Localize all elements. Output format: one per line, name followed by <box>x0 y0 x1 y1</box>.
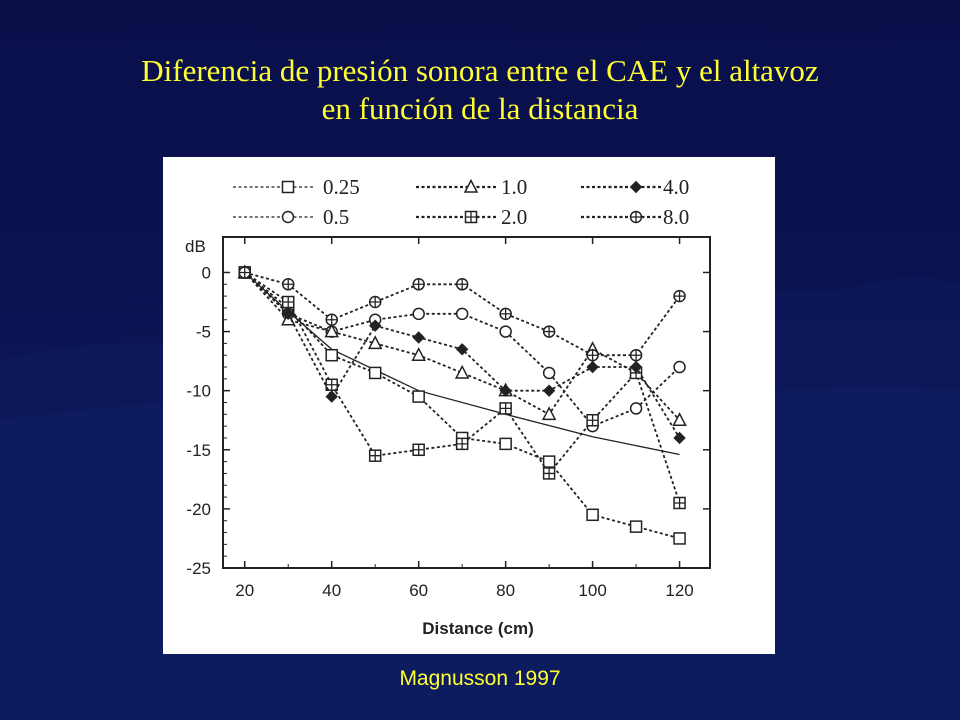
series-line-1-0 <box>244 271 681 421</box>
x-tick-label: 60 <box>409 581 428 600</box>
legend-label-1-0: 1.0 <box>501 175 527 199</box>
data-point-2-0 <box>499 402 512 415</box>
x-tick-label: 40 <box>322 581 341 600</box>
data-point-0-5 <box>455 307 469 321</box>
data-point-4-0 <box>412 331 425 344</box>
y-tick-label: -20 <box>186 500 211 519</box>
data-point-8-0 <box>325 313 338 326</box>
legend-label-0-25: 0.25 <box>323 175 360 199</box>
slide-title: Diferencia de presión sonora entre el CA… <box>0 52 960 128</box>
x-tick-label: 100 <box>578 581 606 600</box>
legend-label-4-0: 4.0 <box>663 175 689 199</box>
x-tick-label: 120 <box>665 581 693 600</box>
data-point-8-0 <box>455 278 469 291</box>
legend-label-0-5: 0.5 <box>323 205 349 229</box>
y-tick-label: -5 <box>196 323 211 342</box>
data-point-0-25 <box>673 532 686 545</box>
data-point-4-0 <box>629 360 643 374</box>
chart-panel: 0.25 1.0 4.0 0.5 2.0 8.0 dB 0 -5 -10 -15 -20 -25 2… <box>163 157 775 654</box>
y-tick-label: -10 <box>186 382 211 401</box>
x-tick-label: 20 <box>235 581 254 600</box>
legend-label-2-0: 2.0 <box>501 205 527 229</box>
data-point-0-25 <box>499 437 512 451</box>
data-point-8-0 <box>629 348 643 362</box>
data-point-2-0 <box>412 443 425 457</box>
data-point-4-0 <box>499 384 512 397</box>
data-point-8-0 <box>586 348 599 362</box>
data-point-0-25 <box>629 520 643 533</box>
legend-label-8-0: 8.0 <box>663 205 689 229</box>
data-point-2-0 <box>673 496 686 510</box>
y-tick-label: -15 <box>186 441 211 460</box>
legend-marker-4-0 <box>629 180 643 194</box>
series-line-2-0 <box>244 271 681 504</box>
data-point-8-0 <box>499 307 512 321</box>
series-group <box>237 264 687 545</box>
data-point-0-25 <box>586 508 599 522</box>
data-point-4-0 <box>455 343 469 356</box>
legend-marker-0-5 <box>281 210 295 224</box>
x-axis-title: Distance (cm) <box>422 619 533 638</box>
legend-marker-1-0 <box>463 178 479 193</box>
chart: 0.25 1.0 4.0 0.5 2.0 8.0 dB 0 -5 -10 -15 -20 -25 2… <box>185 175 711 638</box>
data-point-4-0 <box>282 307 295 321</box>
data-point-1-0 <box>324 323 339 338</box>
data-point-0-5 <box>542 366 556 380</box>
data-point-8-0 <box>238 266 251 279</box>
data-point-1-0 <box>541 406 557 421</box>
y-axis-title: dB <box>185 237 206 256</box>
data-point-1-0 <box>672 412 687 426</box>
data-point-4-0 <box>542 384 556 397</box>
data-point-0-25 <box>368 366 382 380</box>
y-tick-label: -25 <box>186 559 211 578</box>
trend-line <box>244 272 680 456</box>
data-point-0-25 <box>542 455 556 468</box>
data-point-4-0 <box>673 431 686 445</box>
legend-marker-2-0 <box>464 210 478 224</box>
data-point-0-5 <box>499 325 512 338</box>
data-point-1-0 <box>411 347 426 361</box>
data-point-2-0 <box>281 295 295 309</box>
data-point-1-0 <box>367 335 383 350</box>
data-point-2-0 <box>586 413 599 427</box>
data-point-0-25 <box>325 348 338 362</box>
data-point-0-5 <box>673 360 686 374</box>
legend: 0.25 1.0 4.0 0.5 2.0 8.0 <box>233 175 689 229</box>
data-point-8-0 <box>368 295 382 309</box>
legend-marker-0-25 <box>281 180 295 194</box>
source-credit: Magnusson 1997 <box>399 667 561 690</box>
data-point-2-0 <box>368 449 382 462</box>
data-point-4-0 <box>586 360 599 374</box>
title-line-2: en función de la distancia <box>321 91 639 126</box>
y-tick-label: 0 <box>202 263 211 282</box>
data-point-2-0 <box>455 437 469 451</box>
data-point-8-0 <box>281 278 295 291</box>
data-point-1-0 <box>454 364 470 379</box>
data-point-8-0 <box>542 325 556 338</box>
data-point-0-5 <box>412 307 425 321</box>
x-tick-label: 80 <box>496 581 515 600</box>
legend-marker-8-0 <box>629 210 643 224</box>
data-point-8-0 <box>412 278 425 291</box>
data-point-4-0 <box>325 390 338 403</box>
title-line-1: Diferencia de presión sonora entre el CA… <box>141 53 819 88</box>
data-point-8-0 <box>673 289 686 303</box>
data-point-0-25 <box>412 390 425 403</box>
data-point-4-0 <box>368 319 382 332</box>
data-point-0-5 <box>629 402 643 415</box>
y-axis: 0 -5 -10 -15 -20 -25 <box>186 263 710 578</box>
data-point-2-0 <box>542 467 556 480</box>
x-axis: 20 40 60 80 100 120 <box>235 237 694 600</box>
